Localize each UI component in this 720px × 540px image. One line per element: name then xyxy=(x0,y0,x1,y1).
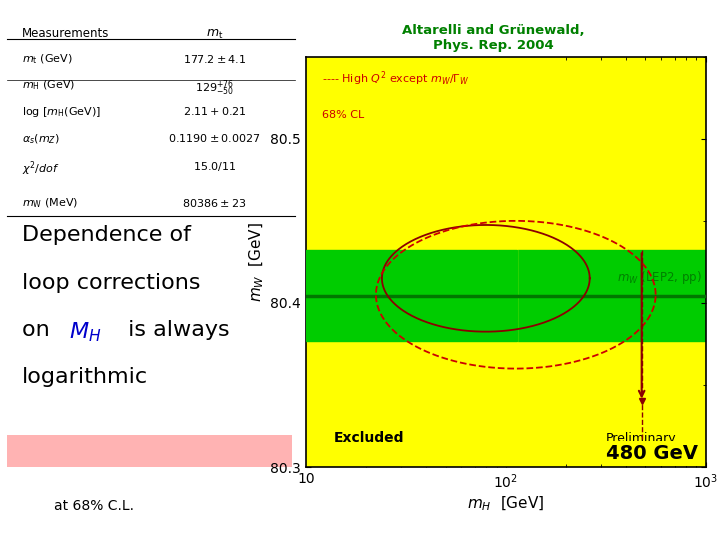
Text: on: on xyxy=(22,320,56,340)
Text: Preliminary: Preliminary xyxy=(606,431,676,444)
Text: $\alpha_s(m_Z)$: $\alpha_s(m_Z)$ xyxy=(22,132,60,146)
Text: log $[m_{\rm H}$(GeV)]: log $[m_{\rm H}$(GeV)] xyxy=(22,105,101,119)
Text: logarithmic: logarithmic xyxy=(22,367,148,387)
Text: $15.0/11$: $15.0/11$ xyxy=(193,160,236,173)
Bar xyxy=(306,57,517,467)
Text: loop corrections: loop corrections xyxy=(22,273,200,293)
Text: $m_W$ (LEP2, pp): $m_W$ (LEP2, pp) xyxy=(617,269,701,286)
Text: is always: is always xyxy=(121,320,230,340)
Text: $m_{\rm H}$ (GeV): $m_{\rm H}$ (GeV) xyxy=(22,78,75,92)
Text: Dependence of: Dependence of xyxy=(22,226,191,246)
Text: $m_{\rm W}$ (MeV): $m_{\rm W}$ (MeV) xyxy=(22,197,78,210)
Text: $M_H$: $M_H$ xyxy=(69,320,102,343)
Text: $177.2 \pm 4.1$: $177.2 \pm 4.1$ xyxy=(183,53,246,65)
Text: $2.11 + 0.21$: $2.11 + 0.21$ xyxy=(183,105,246,117)
Text: 480 GeV: 480 GeV xyxy=(606,444,698,463)
Text: $0.1190 \pm 0.0027$: $0.1190 \pm 0.0027$ xyxy=(168,132,261,144)
Bar xyxy=(306,251,517,341)
Text: $\chi^2/dof$: $\chi^2/dof$ xyxy=(22,160,59,178)
Text: $m_{\rm t}$ (GeV): $m_{\rm t}$ (GeV) xyxy=(22,53,72,66)
X-axis label: $m_H$  [GeV]: $m_H$ [GeV] xyxy=(467,495,544,513)
Text: Measurements: Measurements xyxy=(22,28,109,40)
Bar xyxy=(306,251,706,341)
Text: at 68% C.L.: at 68% C.L. xyxy=(53,500,134,514)
Text: ---- High $Q^2$ except $m_W/\Gamma_W$: ---- High $Q^2$ except $m_W/\Gamma_W$ xyxy=(322,69,469,87)
Y-axis label: $m_W$  [GeV]: $m_W$ [GeV] xyxy=(248,222,266,302)
Text: Altarelli and Grünewald,
Phys. Rep. 2004: Altarelli and Grünewald, Phys. Rep. 2004 xyxy=(402,24,585,52)
Text: 68% CL: 68% CL xyxy=(322,110,364,120)
Text: $129^{+76}_{-50}$: $129^{+76}_{-50}$ xyxy=(195,78,234,98)
Text: $m_{\rm t}$: $m_{\rm t}$ xyxy=(206,28,223,40)
Text: $80386 \pm 23$: $80386 \pm 23$ xyxy=(182,197,247,208)
Text: Excluded: Excluded xyxy=(334,430,405,444)
